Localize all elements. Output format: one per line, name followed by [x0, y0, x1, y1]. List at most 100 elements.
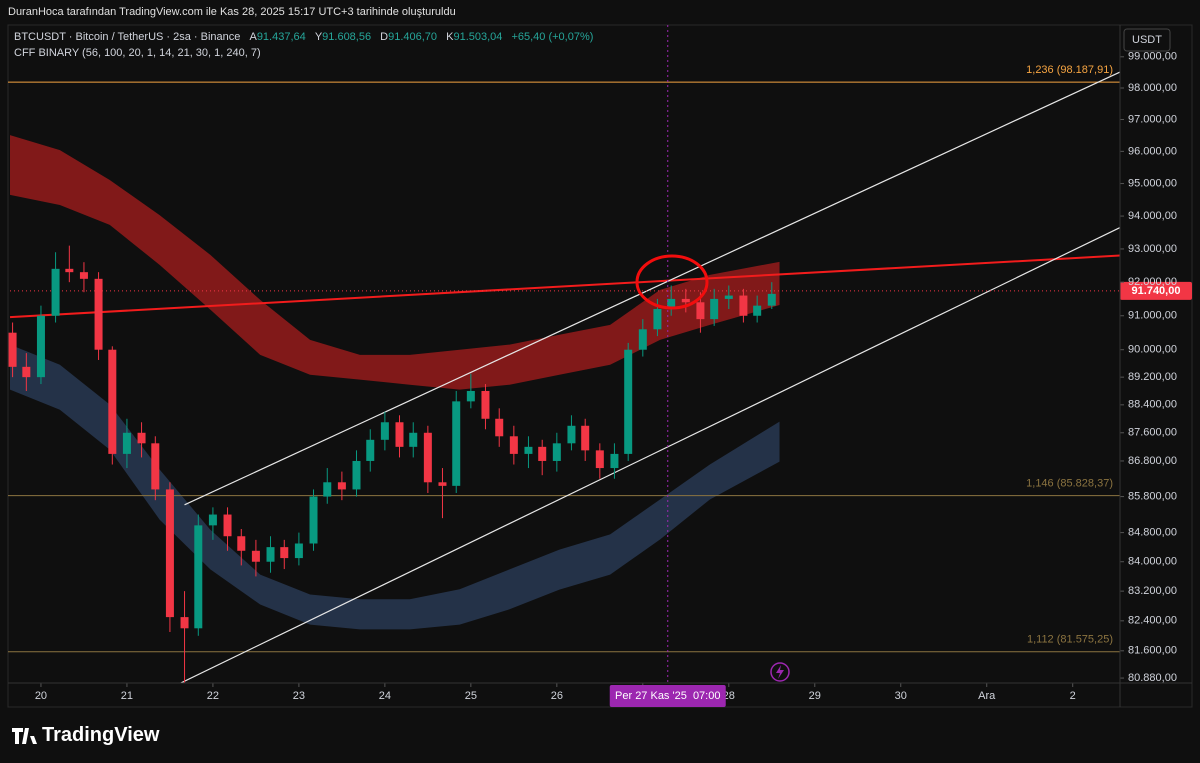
y-tick-label: 86.800,00	[1128, 455, 1177, 467]
y-tick-label: 97.000,00	[1128, 113, 1177, 125]
alert-bolt	[776, 665, 784, 679]
candle-body	[724, 295, 733, 299]
y-tick-label: 94.000,00	[1128, 210, 1177, 222]
candle-body	[610, 453, 619, 469]
y-tick-label: 92.000,00	[1128, 276, 1177, 288]
candle-body	[251, 550, 260, 562]
fib-label: 1,112 (81.575,25)	[1027, 634, 1113, 646]
candle-body	[438, 482, 447, 486]
fib-label: 1,236 (98.187,91)	[1026, 64, 1113, 76]
candle-body	[538, 446, 547, 461]
y-tick-label: 89.200,00	[1128, 371, 1177, 383]
candle-body	[280, 547, 289, 559]
candle-body	[352, 460, 361, 490]
x-tick-label: 25	[465, 690, 477, 702]
candle-body	[423, 432, 432, 483]
last-price-label: 91.740,00	[1132, 285, 1181, 297]
trend-line	[184, 71, 1120, 506]
candle-body	[638, 329, 647, 350]
candle-body	[710, 298, 719, 320]
candle-body	[366, 439, 375, 461]
candle-body	[481, 390, 490, 419]
y-tick-label: 88.400,00	[1128, 399, 1177, 411]
candle-body	[122, 432, 131, 454]
symbol: BTCUSDT · Bitcoin / TetherUS · 2sa · Bin…	[14, 31, 241, 43]
candle-body	[51, 268, 60, 316]
y-tick-label: 93.000,00	[1128, 243, 1177, 255]
candle-body	[180, 617, 189, 629]
candle-body	[409, 432, 418, 447]
change: +65,40 (+0,07%)	[511, 31, 594, 43]
candle-body	[581, 425, 590, 451]
candle-body	[108, 349, 117, 454]
fib-label: 1,146 (85.828,37)	[1026, 477, 1113, 489]
candle-body	[323, 482, 332, 497]
y-tick-label: 84.800,00	[1128, 527, 1177, 539]
ohlc-value: 91.503,04	[453, 31, 503, 43]
candle-body	[294, 543, 303, 559]
candle-body	[395, 422, 404, 447]
candle-body	[380, 422, 389, 440]
indicator-band	[10, 135, 780, 390]
symbol-legend: BTCUSDT · Bitcoin / TetherUS · 2sa · Bin…	[14, 31, 593, 43]
candle-body	[495, 418, 504, 437]
ohlc-key: K	[446, 31, 454, 43]
currency-box[interactable]	[1123, 28, 1171, 52]
ohlc-value: 91.406,70	[388, 31, 438, 43]
candle-body	[739, 295, 748, 316]
crosshair-label: Per 27 Kas '25 07:00	[615, 690, 720, 702]
trend-line	[179, 226, 1120, 683]
x-tick-label: 2	[1070, 690, 1076, 702]
x-tick-label: 20	[35, 690, 47, 702]
candle-body	[237, 536, 246, 551]
ohlc-key: Y	[314, 31, 323, 43]
candle-body	[194, 525, 203, 629]
candle-body	[595, 450, 604, 469]
y-tick-label: 81.600,00	[1128, 645, 1177, 657]
y-tick-label: 85.800,00	[1128, 490, 1177, 502]
last-price-box	[1120, 281, 1192, 300]
y-tick-label: 98.000,00	[1128, 82, 1177, 94]
candle-body	[767, 293, 776, 306]
y-tick-label: 91.000,00	[1128, 310, 1177, 322]
candle-body	[137, 432, 146, 444]
alert-icon[interactable]	[770, 662, 790, 682]
y-tick-label: 82.400,00	[1128, 615, 1177, 627]
crosshair-box	[609, 685, 726, 707]
currency: USDT	[1132, 34, 1162, 46]
candle-body	[567, 425, 576, 444]
candle-body	[509, 436, 518, 454]
candle-body	[65, 268, 74, 273]
x-tick-label: 30	[895, 690, 907, 702]
y-tick-label: 90.000,00	[1128, 344, 1177, 356]
y-tick-label: 87.600,00	[1128, 427, 1177, 439]
y-tick-label: 80.880,00	[1128, 672, 1177, 684]
x-tick-label: 21	[121, 690, 133, 702]
candle-body	[696, 302, 705, 320]
candle-body	[79, 272, 88, 279]
candle-body	[337, 482, 346, 490]
indicator-band	[10, 344, 780, 630]
x-tick-label: 24	[379, 690, 391, 702]
candle-body	[22, 366, 31, 378]
x-tick-label: Ara	[978, 690, 996, 702]
brand: TradingView	[42, 724, 160, 746]
candle-body	[524, 446, 533, 454]
drawing-circle	[635, 254, 709, 310]
y-tick-label: 84.000,00	[1128, 556, 1177, 568]
candle-body	[667, 298, 676, 310]
candle-body	[223, 514, 232, 537]
candle-body	[552, 443, 561, 461]
candle-body	[36, 315, 45, 378]
x-tick-label: 22	[207, 690, 219, 702]
y-tick-label: 96.000,00	[1128, 145, 1177, 157]
plot-area	[8, 25, 1120, 683]
y-tick-label: 99.000,00	[1128, 51, 1177, 63]
x-tick-label: 29	[809, 690, 821, 702]
trend-line	[9, 254, 1120, 319]
ohlc-value: 91.437,64	[256, 31, 306, 43]
x-tick-label: 26	[551, 690, 563, 702]
candle-body	[653, 309, 662, 330]
candle-body	[624, 349, 633, 454]
